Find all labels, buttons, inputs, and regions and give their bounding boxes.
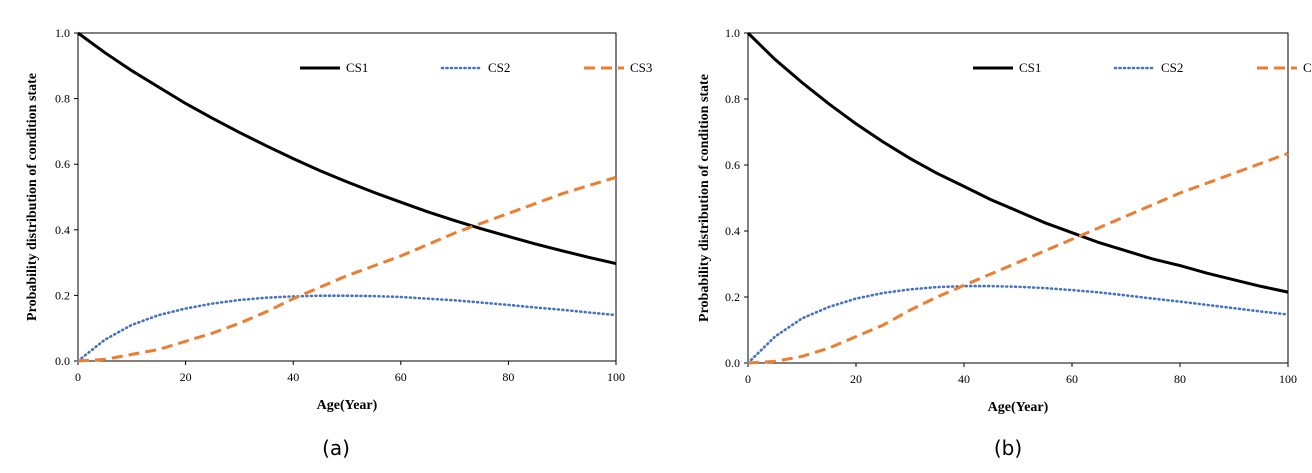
- x-tick-label: 100: [1279, 372, 1297, 386]
- x-tick-label: 40: [287, 370, 299, 384]
- y-tick-label: 0.4: [55, 223, 70, 237]
- y-axis-title: Probability distribution of condition st…: [25, 73, 40, 321]
- y-tick-label: 0.0: [725, 356, 740, 370]
- series-line-cs2: [76, 294, 618, 363]
- plot-area: [77, 32, 617, 362]
- y-tick-label: 1.0: [725, 26, 740, 40]
- series-line-cs1: [746, 31, 1289, 294]
- legend-label-cs3: CS3: [1303, 60, 1312, 75]
- legend-label-cs1: CS1: [1019, 60, 1041, 75]
- y-tick-label: 0.6: [725, 158, 740, 172]
- chart-panel-a: 0.0 0.2 0.4 0.6 0.8 1.0 0 20 40 60 80 100 Age(Year) P…: [25, 26, 652, 460]
- x-tick-label: 60: [395, 370, 407, 384]
- legend-label-cs2: CS2: [1161, 60, 1183, 75]
- chart-panel-b: 0.0 0.2 0.4 0.6 0.8 1.0 0 20 40 60 80 100 Age(Year) P…: [697, 26, 1312, 460]
- y-tick-label: 0.4: [725, 224, 740, 238]
- series-line-cs3: [747, 151, 1289, 365]
- x-axis-title: Age(Year): [988, 400, 1049, 415]
- y-tick-label: 1.0: [55, 26, 70, 40]
- y-tick-label: 0.0: [55, 354, 70, 368]
- x-tick-label: 0: [745, 372, 751, 386]
- y-axis-title: Probability distribution of condition st…: [697, 74, 712, 322]
- x-tick-label: 0: [75, 370, 81, 384]
- series-line-cs2: [746, 284, 1290, 365]
- panel-caption: (b): [994, 436, 1022, 460]
- x-tick-label: 60: [1066, 372, 1078, 386]
- y-tick-label: 0.8: [55, 92, 70, 106]
- series-line-cs1: [77, 31, 617, 266]
- panel-caption: (a): [322, 436, 350, 460]
- series-line-cs3: [77, 175, 617, 363]
- legend-label-cs1: CS1: [346, 60, 368, 75]
- x-tick-label: 80: [502, 370, 514, 384]
- x-axis-title: Age(Year): [317, 398, 378, 413]
- x-tick-label: 100: [607, 370, 625, 384]
- y-tick-label: 0.2: [725, 290, 740, 304]
- y-tick-label: 0.8: [725, 92, 740, 106]
- x-tick-label: 80: [1174, 372, 1186, 386]
- y-tick-label: 0.2: [55, 288, 70, 302]
- x-tick-label: 20: [180, 370, 192, 384]
- plot-area: [747, 32, 1289, 364]
- legend-label-cs3: CS3: [630, 60, 652, 75]
- y-tick-label: 0.6: [55, 157, 70, 171]
- x-tick-label: 20: [850, 372, 862, 386]
- legend-label-cs2: CS2: [488, 60, 510, 75]
- x-tick-label: 40: [958, 372, 970, 386]
